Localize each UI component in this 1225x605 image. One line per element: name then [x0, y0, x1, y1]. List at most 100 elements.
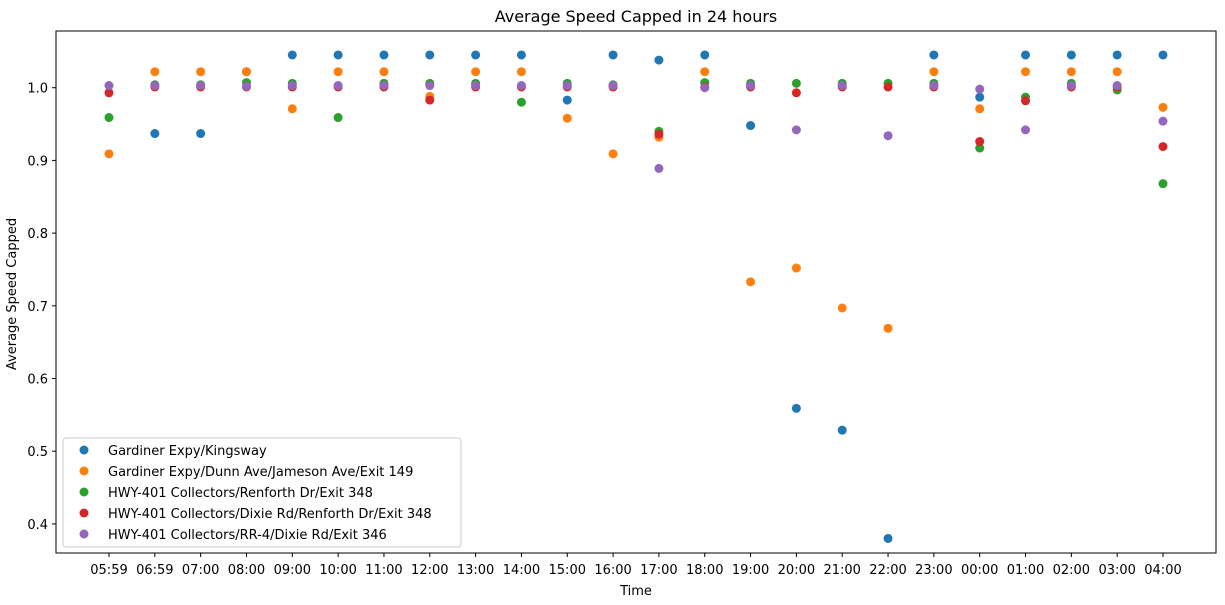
x-tick-label: 08:00 — [228, 563, 265, 578]
x-tick-label: 05:59 — [90, 563, 127, 578]
data-point — [746, 121, 756, 131]
data-point — [929, 81, 939, 91]
data-point — [196, 81, 206, 91]
data-point — [791, 263, 801, 273]
x-tick-label: 13:00 — [457, 563, 494, 578]
data-point — [883, 533, 893, 543]
data-point — [562, 113, 572, 123]
data-point — [791, 403, 801, 413]
x-tick-label: 03:00 — [1098, 563, 1135, 578]
x-tick-label: 09:00 — [274, 563, 311, 578]
x-tick-label: 02:00 — [1053, 563, 1090, 578]
data-point — [150, 81, 160, 91]
data-point — [333, 81, 343, 91]
data-point — [746, 81, 756, 91]
data-point — [837, 81, 847, 91]
legend-item: HWY-401 Collectors/Renforth Dr/Exit 348 — [79, 486, 373, 501]
data-point — [104, 81, 114, 91]
data-point — [746, 277, 756, 287]
data-point — [700, 50, 710, 60]
data-point — [562, 81, 572, 91]
data-point — [883, 323, 893, 333]
x-tick-label: 07:00 — [182, 563, 219, 578]
data-point — [1021, 50, 1031, 60]
data-point — [287, 50, 297, 60]
legend-item: Gardiner Expy/Kingsway — [79, 444, 267, 459]
data-point — [791, 88, 801, 98]
data-point — [150, 67, 160, 77]
legend-item: Gardiner Expy/Dunn Ave/Jameson Ave/Exit … — [79, 465, 413, 480]
data-point — [150, 129, 160, 139]
data-point — [1158, 142, 1168, 152]
data-point — [1112, 67, 1122, 77]
data-point — [654, 163, 664, 173]
x-tick-label: 12:00 — [411, 563, 448, 578]
axes: 05:59 06:59 07:00 08:00 09:00 10:00 11:00 12:00… — [27, 30, 1217, 578]
data-point — [287, 81, 297, 91]
legend-marker — [79, 487, 89, 497]
data-point — [196, 67, 206, 77]
legend-label: Gardiner Expy/Kingsway — [108, 444, 267, 459]
data-point — [196, 129, 206, 139]
y-tick-label: 0.7 — [27, 300, 48, 315]
legend-marker — [79, 529, 89, 539]
data-point — [883, 82, 893, 92]
x-tick-label: 10:00 — [319, 563, 356, 578]
x-tick-label: 11:00 — [365, 563, 402, 578]
legend-box — [62, 437, 462, 548]
data-point — [516, 67, 526, 77]
data-point — [975, 143, 985, 153]
data-point — [516, 97, 526, 107]
data-point — [104, 149, 114, 159]
data-point — [1066, 81, 1076, 91]
data-point — [1021, 67, 1031, 77]
x-tick-label: 23:00 — [915, 563, 952, 578]
data-point — [654, 129, 664, 139]
x-tick-label: 15:00 — [549, 563, 586, 578]
y-axis-title: Average Speed Capped — [5, 218, 20, 370]
data-point — [975, 84, 985, 94]
data-point — [791, 125, 801, 135]
data-point — [608, 50, 618, 60]
data-point — [516, 50, 526, 60]
legend-label: HWY-401 Collectors/RR-4/Dixie Rd/Exit 34… — [108, 528, 387, 543]
x-axis-title: Time — [619, 584, 652, 599]
data-point — [425, 81, 435, 91]
legend-label: HWY-401 Collectors/Dixie Rd/Renforth Dr/… — [108, 507, 432, 522]
data-point — [837, 425, 847, 435]
data-point — [975, 104, 985, 114]
data-point — [379, 50, 389, 60]
data-point — [1158, 116, 1168, 126]
data-point — [516, 81, 526, 91]
data-point — [1066, 50, 1076, 60]
legend-marker — [79, 508, 89, 518]
legend-label: HWY-401 Collectors/Renforth Dr/Exit 348 — [108, 486, 373, 501]
legend-label: Gardiner Expy/Dunn Ave/Jameson Ave/Exit … — [108, 465, 413, 480]
x-tick-label: 22:00 — [869, 563, 906, 578]
y-tick-label: 0.9 — [27, 154, 48, 169]
legend-item: HWY-401 Collectors/Dixie Rd/Renforth Dr/… — [79, 507, 432, 522]
series-2 — [104, 67, 1168, 333]
data-point — [425, 95, 435, 105]
series-5 — [104, 81, 1168, 173]
legend-marker — [79, 445, 89, 455]
data-point — [287, 104, 297, 114]
data-point — [379, 67, 389, 77]
x-tick-label: 01:00 — [1007, 563, 1044, 578]
series-1 — [150, 50, 1168, 543]
y-tick-label: 0.8 — [27, 227, 48, 242]
data-point — [471, 67, 481, 77]
x-tick-label: 19:00 — [732, 563, 769, 578]
data-point — [425, 50, 435, 60]
legend-item: HWY-401 Collectors/RR-4/Dixie Rd/Exit 34… — [79, 528, 387, 543]
data-point — [241, 67, 251, 77]
data-point — [1112, 81, 1122, 91]
plot-frame — [55, 30, 1217, 554]
data-point — [562, 95, 572, 105]
data-point — [1158, 102, 1168, 112]
data-point — [1112, 50, 1122, 60]
data-point — [471, 50, 481, 60]
x-tick-label: 18:00 — [686, 563, 723, 578]
data-point — [1158, 179, 1168, 189]
x-tick-label: 00:00 — [961, 563, 998, 578]
